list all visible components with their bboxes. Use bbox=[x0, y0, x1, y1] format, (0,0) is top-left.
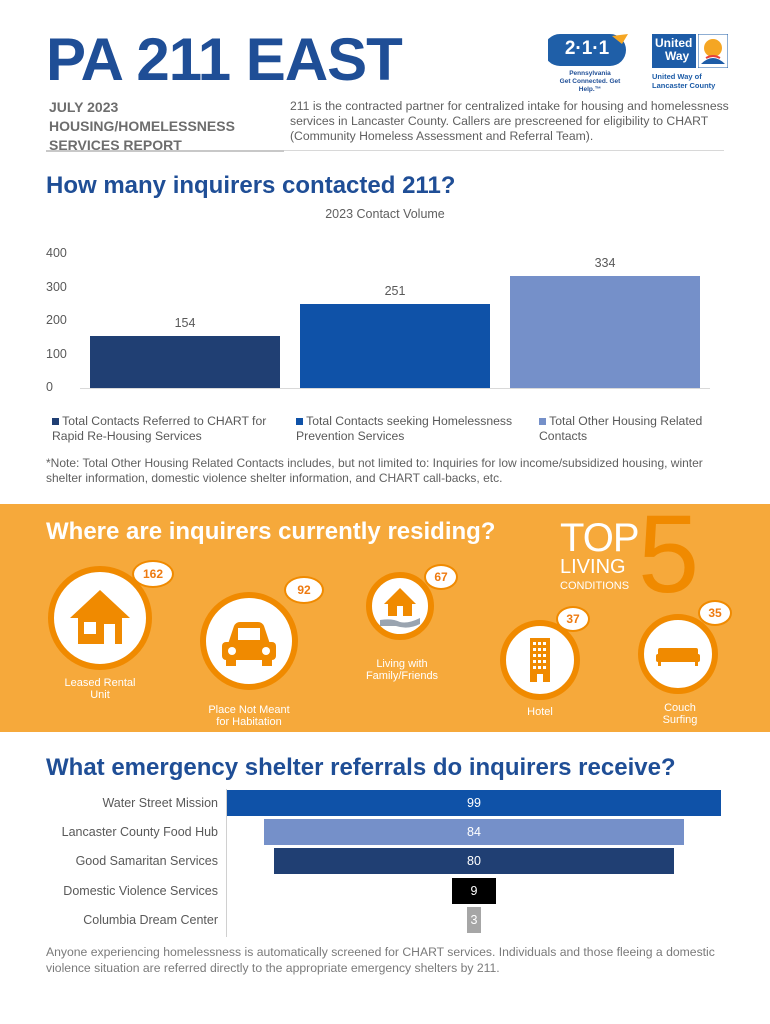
referral-bar: 99 bbox=[227, 790, 721, 816]
pa211-badge: 2·1·1 bbox=[564, 38, 610, 59]
bar-value-label: 154 bbox=[174, 316, 196, 331]
count-badge-hotel: 37 bbox=[556, 606, 590, 632]
house-icon bbox=[70, 590, 130, 644]
pa211-logo: 2·1·1 Pennsylvania Get Connected. Get He… bbox=[548, 32, 630, 93]
caption-rental: Leased Rental Unit bbox=[50, 677, 150, 701]
y-tick-label: 0 bbox=[46, 380, 53, 394]
speech-bubble-icon bbox=[548, 34, 628, 66]
referral-category-label: Lancaster County Food Hub bbox=[61, 825, 218, 840]
referral-bar: 9 bbox=[451, 877, 497, 904]
residing-circle-hotel bbox=[500, 620, 580, 700]
legend-swatch-chart bbox=[52, 418, 59, 425]
referrals-axis bbox=[226, 789, 227, 937]
contacts-note: *Note: Total Other Housing Related Conta… bbox=[46, 456, 703, 485]
report-month: JULY 2023 bbox=[49, 99, 119, 115]
count-badge-couch: 35 bbox=[698, 600, 732, 626]
referral-bar: 80 bbox=[274, 848, 674, 875]
referral-category-label: Columbia Dream Center bbox=[83, 912, 218, 927]
subtitle-divider bbox=[46, 150, 284, 152]
residing-circle-couch bbox=[638, 614, 718, 694]
uw-caption-line1: United Way of bbox=[652, 72, 702, 81]
report-topic: HOUSING/HOMELESSNESS bbox=[49, 118, 235, 134]
referral-category-label: Domestic Violence Services bbox=[63, 883, 218, 898]
legend-label-chart: Total Contacts Referred to CHART for Rap… bbox=[52, 414, 267, 443]
header-divider bbox=[284, 150, 724, 151]
bar-1 bbox=[300, 303, 490, 388]
united-way-logo: United Way bbox=[652, 34, 728, 68]
intro-text: 211 is the contracted partner for centra… bbox=[290, 99, 729, 143]
bar-2 bbox=[510, 276, 700, 388]
hotel-icon bbox=[530, 638, 550, 682]
x-axis-line bbox=[80, 388, 710, 389]
pa211-tagline: Pennsylvania Get Connected. Get Help.™ bbox=[548, 70, 632, 94]
legend-item-other: Total Other Housing Related Contacts bbox=[539, 414, 729, 444]
couch-icon bbox=[656, 648, 700, 666]
legend-swatch-other bbox=[539, 418, 546, 425]
caption-hotel: Hotel bbox=[500, 706, 580, 718]
legend-swatch-prevention bbox=[296, 418, 303, 425]
uw-word-united: United bbox=[655, 36, 693, 50]
house-hand-icon bbox=[380, 588, 420, 628]
residing-circle-habitation bbox=[200, 592, 298, 690]
report-subtitle: JULY 2023 HOUSING/HOMELESSNESS SERVICES … bbox=[49, 98, 279, 155]
y-tick-label: 100 bbox=[46, 346, 67, 361]
car-icon bbox=[222, 622, 276, 666]
residing-circle-family bbox=[366, 572, 434, 640]
referral-bar: 84 bbox=[264, 819, 684, 846]
caption-family-l2: Family/Friends bbox=[365, 670, 439, 682]
caption-couch: Couch Surfing bbox=[640, 702, 720, 726]
chart-title: 2023 Contact Volume bbox=[325, 207, 445, 221]
page-title: PA 211 EAST bbox=[46, 26, 403, 93]
referral-category-label: Water Street Mission bbox=[102, 796, 218, 810]
referral-bar: 3 bbox=[466, 906, 482, 933]
caption-family: Living with Family/Friends bbox=[352, 658, 452, 682]
contacts-heading: How many inquirers contacted 211? bbox=[46, 172, 456, 199]
caption-couch-l2: Surfing bbox=[662, 714, 698, 726]
legend-item-prevention: Total Contacts seeking Homelessness Prev… bbox=[296, 414, 536, 444]
top5-top: TOP bbox=[560, 516, 640, 560]
footer-text: Anyone experiencing homelessness is auto… bbox=[46, 945, 715, 975]
caption-hotel-l1: Hotel bbox=[527, 706, 553, 718]
caption-habitation-l1: Place Not Meant bbox=[208, 704, 290, 716]
bar-0 bbox=[90, 336, 280, 388]
top5-living: LIVING bbox=[560, 556, 626, 578]
legend-label-prevention: Total Contacts seeking Homelessness Prev… bbox=[296, 414, 513, 443]
y-tick-label: 400 bbox=[46, 246, 67, 260]
caption-couch-l1: Couch bbox=[664, 702, 696, 714]
caption-rental-l2: Unit bbox=[90, 689, 110, 701]
referral-category-label: Good Samaritan Services bbox=[75, 854, 218, 869]
caption-habitation: Place Not Meant for Habitation bbox=[196, 704, 302, 728]
count-badge-family: 67 bbox=[424, 564, 458, 590]
count-badge-rental: 162 bbox=[132, 560, 174, 588]
caption-habitation-l2: for Habitation bbox=[216, 716, 282, 728]
legend-item-chart: Total Contacts Referred to CHART for Rap… bbox=[52, 414, 292, 444]
count-badge-habitation: 92 bbox=[284, 576, 324, 604]
bar-value-label: 251 bbox=[384, 283, 406, 298]
y-tick-label: 200 bbox=[46, 313, 67, 327]
uw-caption-line2: Lancaster County bbox=[652, 81, 716, 90]
legend-label-other: Total Other Housing Related Contacts bbox=[539, 414, 703, 443]
caption-family-l1: Living with bbox=[376, 658, 428, 670]
report-type: SERVICES REPORT bbox=[49, 137, 182, 153]
referrals-heading: What emergency shelter referrals do inqu… bbox=[46, 754, 676, 781]
united-way-wordmark: United Way bbox=[652, 34, 696, 68]
united-way-hand-icon bbox=[698, 34, 728, 68]
pa211-slogan: Get Connected. Get Help.™ bbox=[559, 78, 621, 93]
bar-value-label: 334 bbox=[594, 256, 616, 271]
pa211-state: Pennsylvania bbox=[569, 70, 611, 77]
top5-conditions: CONDITIONS bbox=[560, 580, 630, 592]
united-way-caption: United Way of Lancaster County bbox=[652, 72, 715, 90]
residing-circle-rental bbox=[48, 566, 152, 670]
top5-number: 5 bbox=[638, 493, 700, 616]
uw-word-way: Way bbox=[665, 49, 690, 63]
caption-rental-l1: Leased Rental bbox=[64, 677, 136, 689]
y-tick-label: 300 bbox=[46, 279, 67, 294]
residing-heading: Where are inquirers currently residing? bbox=[46, 518, 496, 545]
